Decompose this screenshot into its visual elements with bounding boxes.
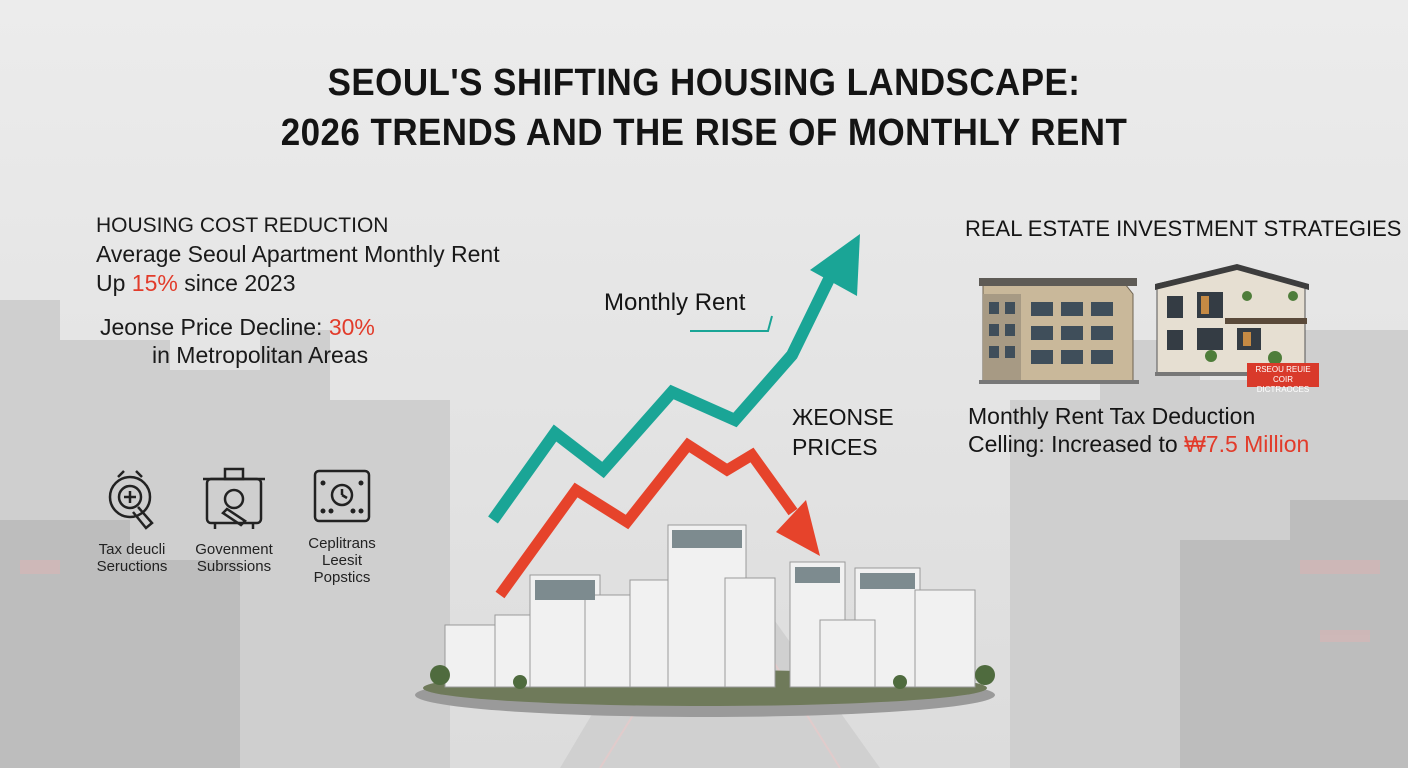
id-card-clock-icon	[313, 469, 371, 523]
jeonse-prices-label: ЖEONSE PRICES	[792, 402, 894, 462]
cooking-pot-subsidy-icon	[203, 467, 265, 529]
jeonse-decline-stat: Jeonse Price Decline: 30% in Metropolita…	[100, 313, 375, 369]
housing-cost-heading: HOUSING COST REDUCTION	[96, 214, 389, 237]
jeonse-prices-label-2: PRICES	[792, 434, 878, 460]
policy-statistics-label-2: Leesit	[321, 552, 363, 569]
badge-line-2: COIR DICTRAOCES	[1256, 375, 1310, 394]
housing-cost-section: HOUSING COST REDUCTION Average Seoul Apa…	[96, 212, 500, 298]
jeonse-price-arrowhead	[776, 500, 820, 556]
monthly-rent-arrow	[488, 270, 838, 524]
investment-badge: RSEOU REUIE COIR DICTRAOCES	[1247, 363, 1319, 394]
policy-statistics-label-1: Ceplitrans	[308, 535, 376, 552]
jeonse-stat-line-1: Jeonse Price Decline: 30%	[100, 313, 375, 341]
title-line-2: 2026 TRENDS AND THE RISE OF MONTHLY RENT	[280, 112, 1128, 154]
jeonse-prefix: Jeonse Price Decline:	[100, 314, 329, 340]
monthly-rent-arrowhead	[810, 234, 860, 296]
rent-suffix: since 2023	[177, 270, 296, 296]
magnifier-tax-icon	[108, 470, 154, 530]
investment-strategies-heading: REAL ESTATE INVESTMENT STRATEGIES	[965, 216, 1402, 241]
tax-stat-line-2: Celling: Increased to ₩7.5 Million	[968, 430, 1309, 458]
tax-ceiling-value: ₩7.5 Million	[1184, 431, 1310, 457]
tax-prefix: Celling: Increased to	[968, 431, 1185, 457]
monthly-rent-label: Monthly Rent	[604, 289, 746, 316]
building-illustrations	[979, 264, 1309, 384]
tax-stat-line-1: Monthly Rent Tax Deduction	[968, 403, 1256, 429]
badge-line-1: RSEOU REUIE	[1255, 365, 1311, 374]
government-subsidy-label-1: Govenment	[195, 541, 273, 558]
tax-deduction-stat: Monthly Rent Tax Deduction Celling: Incr…	[968, 402, 1309, 458]
government-subsidy-label-2: Subrssions	[196, 558, 272, 575]
policy-statistics-label-3: Popstics	[313, 569, 371, 586]
jeonse-stat-line-2: in Metropolitan Areas	[152, 342, 369, 368]
jeonse-decline-value: 30%	[328, 314, 375, 340]
title-line-1: SEOUL'S SHIFTING HOUSING LANDSCAPE:	[327, 62, 1081, 104]
jeonse-prices-label-1: ЖEONSE	[792, 404, 894, 430]
rent-increase-value: 15%	[131, 270, 178, 296]
rent-stat-line-1: Average Seoul Apartment Monthly Rent	[96, 241, 500, 267]
page-title: SEOUL'S SHIFTING HOUSING LANDSCAPE: 2026…	[56, 58, 1351, 158]
tax-deduction-item: Tax deucli Seructions	[92, 465, 172, 575]
tax-deduction-label-1: Tax deucli	[98, 541, 166, 558]
rent-prefix: Up	[96, 270, 132, 296]
government-subsidy-item: Govenment Subrssions	[194, 465, 274, 575]
tax-deduction-label-2: Seructions	[96, 558, 168, 575]
policy-statistics-item: Ceplitrans Leesit Popstics	[302, 465, 382, 586]
jeonse-price-arrow	[495, 437, 798, 599]
rent-stat-line-2: Up 15% since 2023	[96, 269, 500, 298]
